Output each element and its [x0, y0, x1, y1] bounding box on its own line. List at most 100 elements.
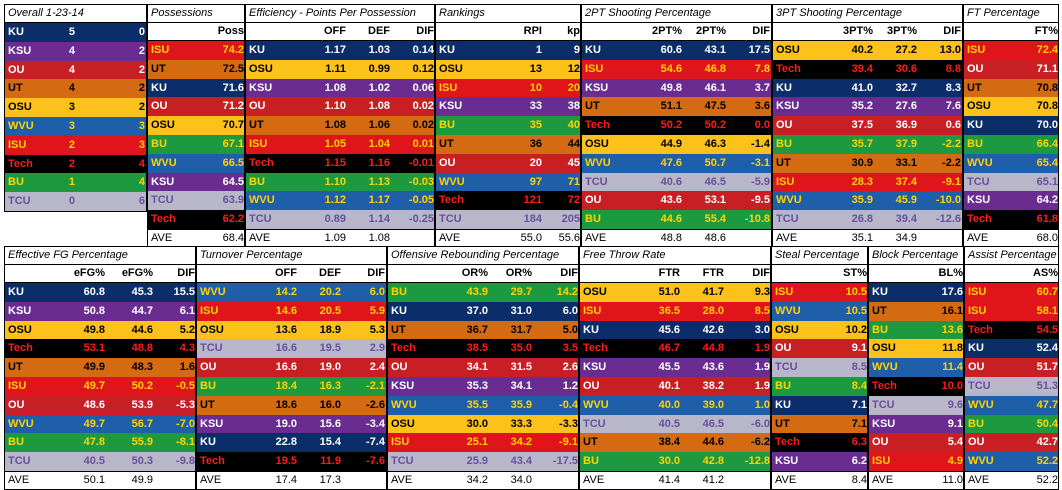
- cell-value: 35.9: [510, 398, 532, 411]
- team-name: KSU: [583, 361, 607, 374]
- cell-value: 10.5: [845, 304, 867, 317]
- cell-value: 42.6: [702, 323, 724, 336]
- table-row: OSU 3 2: [5, 98, 146, 117]
- cell-value: 40: [567, 119, 580, 132]
- column-header: Poss: [217, 25, 244, 37]
- cell-value: 1.11: [325, 62, 346, 75]
- table-row: KU 60.8 45.3 15.5: [5, 283, 195, 302]
- column-header: 2PT%: [696, 25, 726, 37]
- cell-value: 6.0: [562, 304, 578, 317]
- team-name: ISU: [8, 138, 27, 151]
- table-row: OSU 30.0 33.3 -3.3: [388, 414, 578, 434]
- table-threept: 3PT Shooting Percentage 3PT% 3PT% DIF OSU 40.…: [772, 4, 963, 248]
- cell-value: 54.5: [1036, 323, 1058, 336]
- cell-value: 8.8: [945, 62, 961, 75]
- table-row: KU 52.4: [965, 339, 1058, 359]
- cell-value: 46.1: [704, 81, 726, 94]
- team-name: WVU: [249, 194, 275, 207]
- cell-value: 2: [68, 157, 75, 170]
- cell-value: 1.08: [324, 119, 346, 132]
- table-row: Tech 38.5 35.0 3.5: [388, 339, 578, 359]
- table-row: KSU 45.5 43.6 1.9: [580, 358, 770, 377]
- cell-value: 70.8: [1036, 81, 1058, 94]
- cell-value: 49.8: [83, 323, 105, 336]
- table-ft: FT Percentage FT% ISU 72.4 OU 71.1 UT 70.8 OSU 70…: [963, 4, 1059, 248]
- cell-value: 44.6: [702, 436, 724, 449]
- team-name: KSU: [249, 81, 273, 94]
- cell-value: 7.1: [851, 398, 867, 411]
- cell-value: 19.5: [275, 455, 297, 468]
- column-header-row: BL%: [869, 265, 963, 283]
- table-row: BU 47.8 55.9 -8.1: [5, 433, 195, 453]
- table-row: UT 38.4 44.6 -6.2: [580, 433, 770, 453]
- average-row: AVE 35.1 34.9: [773, 228, 962, 247]
- cell-value: 43.9: [466, 286, 488, 298]
- cell-value: 16.6: [275, 342, 297, 355]
- cell-value: 0: [68, 195, 75, 208]
- team-name: WVU: [583, 398, 609, 411]
- cell-value: 11.8: [942, 342, 963, 355]
- team-name: BU: [151, 137, 167, 150]
- average-value: 48.6: [704, 231, 726, 244]
- column-header: DIF: [752, 25, 770, 37]
- average-label: AVE: [583, 473, 605, 486]
- average-label: AVE: [249, 231, 271, 244]
- cell-value: -8.1: [176, 436, 195, 449]
- cell-value: 14.6: [275, 304, 297, 317]
- team-name: WVU: [872, 361, 898, 374]
- table-title: Possessions: [148, 5, 244, 23]
- cell-value: 72: [567, 194, 580, 207]
- cell-value: 53.9: [131, 398, 153, 411]
- table-row: OU 71.2: [148, 97, 244, 117]
- column-header: 3PT%: [843, 25, 873, 37]
- cell-value: 45.3: [131, 286, 153, 298]
- team-name: ISU: [776, 175, 795, 188]
- cell-value: 97: [529, 175, 542, 188]
- team-name: TCU: [151, 194, 174, 207]
- cell-value: 4: [68, 44, 75, 57]
- cell-value: 1.06: [368, 119, 390, 132]
- table-row: ISU 4.9: [869, 452, 963, 471]
- team-name: TCU: [776, 213, 799, 226]
- cell-value: 44.6: [131, 323, 153, 336]
- cell-value: 36.5: [658, 304, 680, 317]
- cell-value: 47.7: [1036, 398, 1058, 411]
- table-row: UT 51.1 47.5 3.6: [582, 97, 771, 117]
- table-row: KU 22.8 15.4 -7.4: [197, 433, 386, 453]
- table-row: WVU 40.0 39.0 1.0: [580, 395, 770, 415]
- table-row: Tech 53.1 48.8 4.3: [5, 339, 195, 359]
- cell-value: 3.7: [754, 81, 770, 94]
- cell-value: 11.9: [320, 455, 341, 468]
- cell-value: 9.1: [851, 342, 867, 355]
- column-header: OFF: [324, 25, 346, 37]
- team-name: Tech: [200, 455, 225, 468]
- table-row: BU 8.4: [772, 376, 867, 396]
- table-row: OSU 40.2 27.2 13.0: [773, 41, 962, 60]
- cell-value: 0.02: [412, 119, 434, 132]
- cell-value: 28.0: [702, 304, 724, 317]
- table-row: TCU 16.6 19.5 2.9: [197, 339, 386, 359]
- cell-value: 48.3: [131, 361, 153, 374]
- table-overall: Overall 1-23-14 KU 5 0 KSU 4 2 OU 4 2 UT 4 2 OSU 3 2 WVU…: [4, 4, 147, 212]
- cell-value: 1.10: [324, 100, 346, 113]
- table-row: OU 4 2: [5, 60, 146, 80]
- cell-value: 18.9: [319, 323, 341, 336]
- cell-value: 9.1: [947, 417, 963, 430]
- cell-value: -5.9: [751, 175, 770, 188]
- cell-value: 51.7: [1036, 361, 1058, 374]
- cell-value: 64.5: [222, 175, 244, 188]
- average-label: AVE: [8, 473, 30, 486]
- cell-value: 74.2: [222, 44, 244, 56]
- column-header: BL%: [938, 267, 963, 279]
- team-name: ISU: [200, 304, 219, 317]
- table-row: BU 13.6: [869, 320, 963, 340]
- cell-value: 2.9: [369, 342, 385, 355]
- cell-value: 37.5: [851, 119, 873, 132]
- table-row: UT 72.5: [148, 59, 244, 79]
- cell-value: 3.5: [562, 342, 578, 355]
- average-value: 34.2: [466, 473, 488, 486]
- table-title: Free Throw Rate: [580, 247, 770, 265]
- cell-value: 20: [529, 156, 542, 169]
- table-row: ISU 2 3: [5, 135, 146, 155]
- cell-value: 17.5: [748, 44, 770, 56]
